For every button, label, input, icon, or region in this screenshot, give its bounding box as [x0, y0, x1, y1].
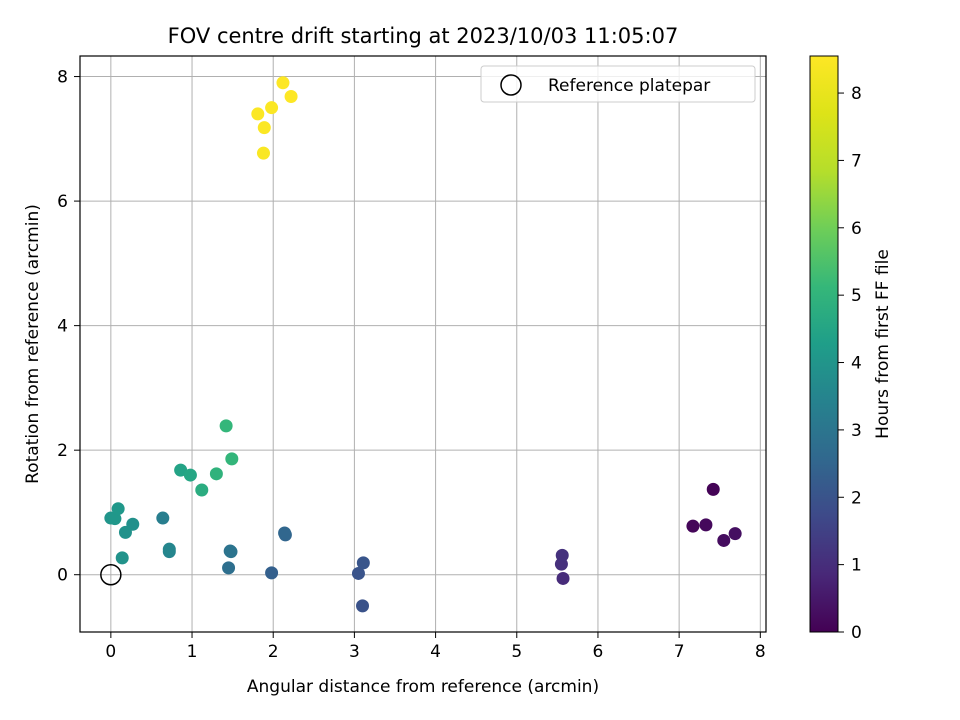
data-point: [115, 551, 129, 565]
data-point: [222, 561, 236, 575]
data-point: [276, 76, 290, 90]
x-tick-label: 3: [349, 642, 360, 662]
y-tick-label: 0: [57, 566, 68, 586]
data-point: [284, 89, 298, 103]
grid-lines: [80, 56, 766, 632]
data-point: [706, 482, 720, 496]
data-point: [225, 452, 239, 466]
data-point: [265, 566, 279, 580]
legend-box: [480, 65, 756, 103]
data-point: [257, 121, 271, 135]
colorbar-tick-label: 2: [851, 488, 862, 508]
data-point: [256, 146, 270, 160]
x-tick-label: 0: [105, 642, 116, 662]
x-tick-label: 7: [674, 642, 685, 662]
y-axis-label: Rotation from reference (arcmin): [23, 204, 43, 484]
data-point: [251, 107, 265, 121]
data-point: [556, 571, 570, 585]
y-tick-label: 4: [57, 317, 68, 337]
colorbar-tick-label: 5: [851, 286, 862, 306]
data-point: [195, 483, 209, 497]
data-point: [278, 526, 292, 540]
y-axis-ticks: 0 2 4 6 8: [57, 68, 80, 586]
legend-reference-marker: [500, 74, 522, 96]
colorbar: 0 1 2 3 4 5 6 7 8 Hours from first FF file: [809, 55, 893, 643]
x-tick-label: 1: [187, 642, 198, 662]
plot-frame: [79, 55, 767, 633]
colorbar-gradient: [809, 55, 839, 633]
chart-title: FOV centre drift starting at 2023/10/03 …: [168, 24, 679, 48]
colorbar-tick-label: 3: [851, 421, 862, 441]
data-point: [118, 525, 132, 539]
legend-label: Reference platepar: [548, 76, 710, 96]
data-point: [555, 548, 569, 562]
data-point: [224, 545, 238, 559]
data-point: [209, 467, 223, 481]
reference-marker: [100, 563, 122, 586]
data-point: [265, 101, 279, 115]
x-tick-label: 6: [593, 642, 604, 662]
x-tick-label: 4: [430, 642, 441, 662]
data-point: [108, 512, 122, 526]
colorbar-tick-label: 8: [851, 84, 862, 104]
x-axis-ticks: 0 1 2 3 4 5 6 7 8: [105, 632, 766, 662]
colorbar-tick-label: 4: [851, 354, 862, 374]
data-point: [356, 556, 370, 570]
data-point: [356, 599, 370, 613]
data-point: [156, 511, 170, 525]
colorbar-tick-label: 6: [851, 219, 862, 239]
reference-point: [100, 563, 122, 586]
x-tick-label: 2: [268, 642, 279, 662]
legend: Reference platepar: [480, 65, 756, 103]
data-point: [174, 463, 188, 477]
colorbar-ticks: 0 1 2 3 4 5 6 7 8: [838, 84, 862, 643]
data-point: [111, 502, 125, 516]
colorbar-tick-label: 0: [851, 623, 862, 643]
x-tick-label: 8: [755, 642, 766, 662]
colorbar-tick-label: 7: [851, 151, 862, 171]
y-tick-label: 8: [57, 68, 68, 88]
data-point: [699, 518, 713, 532]
y-tick-label: 6: [57, 192, 68, 212]
data-point: [219, 419, 233, 433]
data-point: [351, 566, 365, 580]
data-point: [162, 542, 176, 556]
colorbar-label: Hours from first FF file: [873, 249, 893, 439]
x-axis-label: Angular distance from reference (arcmin): [247, 677, 599, 697]
data-point: [686, 519, 700, 533]
colorbar-tick-label: 1: [851, 556, 862, 576]
data-point: [183, 468, 197, 482]
y-tick-label: 2: [57, 441, 68, 461]
data-point: [728, 527, 742, 541]
data-point: [717, 533, 731, 547]
scatter-points: [104, 76, 742, 613]
x-tick-label: 5: [511, 642, 522, 662]
